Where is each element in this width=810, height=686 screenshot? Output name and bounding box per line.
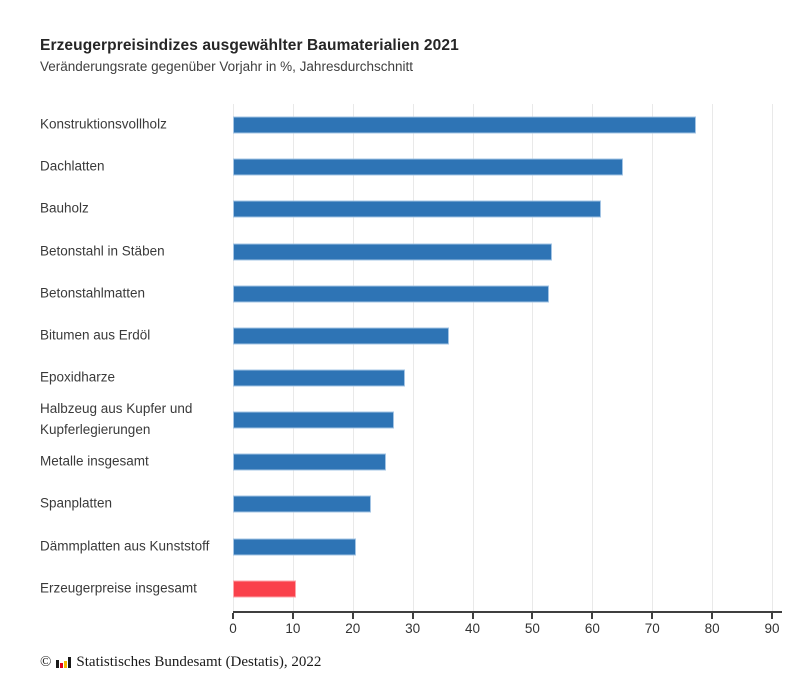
gridline [352, 104, 354, 612]
footer-copyright: © [40, 653, 52, 670]
x-axis-tick [771, 613, 773, 619]
x-axis-tick [711, 613, 714, 619]
bar-track [233, 495, 772, 513]
x-axis-tick [651, 613, 654, 619]
x-axis-tick-label: 70 [644, 621, 660, 636]
plot-area [233, 104, 773, 612]
bar-track [233, 369, 772, 387]
bar-row: Betonstahl in Stäben [0, 230, 810, 272]
bar [233, 495, 371, 513]
bar [233, 200, 601, 218]
bar-row: Betonstahlmatten [0, 273, 810, 315]
bar-row: Dachlatten [0, 146, 810, 188]
x-axis-tick-label: 50 [524, 621, 540, 636]
bar-row: Dämmplatten aus Kunststoff [0, 526, 810, 568]
x-axis-tick-label: 80 [704, 621, 720, 636]
category-label: Bitumen aus Erdöl [40, 327, 151, 343]
bar-track [233, 200, 772, 218]
x-axis-tick-label: 30 [405, 621, 421, 636]
category-label: Bauholz [40, 200, 89, 216]
category-label: Betonstahl in Stäben [40, 243, 165, 259]
x-axis-tick-label: 90 [764, 621, 780, 636]
bar-row: Spanplatten [0, 483, 810, 525]
bar-track [233, 327, 772, 345]
gridline [772, 104, 773, 612]
gridline [412, 104, 414, 612]
bar-row: Metalle insgesamt [0, 441, 810, 483]
category-label: Dämmplatten aus Kunststoff [40, 538, 210, 554]
gridline [472, 104, 474, 612]
bar [233, 158, 623, 176]
bar-row: Epoxidharze [0, 357, 810, 399]
x-axis-tick [232, 613, 234, 619]
footer-text: Statistisches Bundesamt (Destatis), 2022 [76, 653, 322, 670]
bar [233, 411, 394, 429]
bar-track [233, 580, 772, 598]
footer: © Statistisches Bundesamt (Destatis), 20… [40, 653, 321, 671]
bar [233, 243, 552, 261]
x-axis-tick [471, 613, 474, 619]
category-label: Konstruktionsvollholz [40, 116, 167, 132]
destatis-logo-bar [64, 660, 68, 668]
category-label: Metalle insgesamt [40, 453, 149, 469]
x-axis-tick [591, 613, 594, 619]
x-axis-tick [411, 613, 414, 619]
bar-rows: Konstruktionsvollholz Dachlatten Bauholz Be… [0, 104, 810, 610]
x-axis-tick [291, 613, 294, 619]
gridline [592, 104, 594, 612]
category-label: Betonstahlmatten [40, 285, 146, 301]
bar-track [233, 285, 772, 303]
bar [233, 538, 357, 556]
bar [233, 327, 450, 345]
bar-track [233, 453, 772, 471]
destatis-logo-bar [60, 662, 64, 668]
bar [233, 453, 386, 471]
bar [233, 285, 550, 303]
category-label: Erzeugerpreise insgesamt [40, 580, 197, 596]
bar-track [233, 243, 772, 261]
bar [233, 580, 296, 598]
x-axis-tick-label: 10 [285, 621, 301, 636]
x-axis-tick-label: 20 [345, 621, 361, 636]
destatis-logo-bar [56, 659, 60, 668]
bar-track [233, 116, 772, 134]
category-label: Epoxidharze [40, 369, 116, 385]
x-axis-line [233, 611, 782, 613]
page-subtitle: Veränderungsrate gegenüber Vorjahr in %,… [40, 59, 413, 74]
gridline [292, 104, 294, 612]
destatis-logo-bar [68, 656, 72, 668]
x-axis-tick [351, 613, 354, 619]
bar-track [233, 158, 772, 176]
x-axis-tick-label: 40 [465, 621, 481, 636]
gridline [233, 104, 234, 612]
x-axis-tick-label: 0 [229, 621, 237, 636]
x-axis-tick [531, 613, 534, 619]
destatis-logo-icon [56, 656, 72, 668]
gridline [532, 104, 534, 612]
bar-track [233, 538, 772, 556]
bar-row: Bitumen aus Erdöl [0, 315, 810, 357]
bar-row: Halbzeug aus Kupfer und Kupferlegierunge… [0, 399, 810, 441]
bar-row: Bauholz [0, 188, 810, 230]
bar-row: Konstruktionsvollholz [0, 104, 810, 146]
category-label: Dachlatten [40, 158, 105, 174]
gridline [712, 104, 714, 612]
bar [233, 116, 696, 134]
gridline [652, 104, 654, 612]
bar-row: Erzeugerpreise insgesamt [0, 568, 810, 610]
bar [233, 369, 406, 387]
x-axis-tick-label: 60 [584, 621, 600, 636]
bar-track [233, 411, 772, 429]
category-label: Halbzeug aus Kupfer und Kupferlegierunge… [40, 401, 193, 438]
page-title: Erzeugerpreisindizes ausgewählter Baumat… [40, 37, 459, 54]
category-label: Spanplatten [40, 496, 113, 512]
